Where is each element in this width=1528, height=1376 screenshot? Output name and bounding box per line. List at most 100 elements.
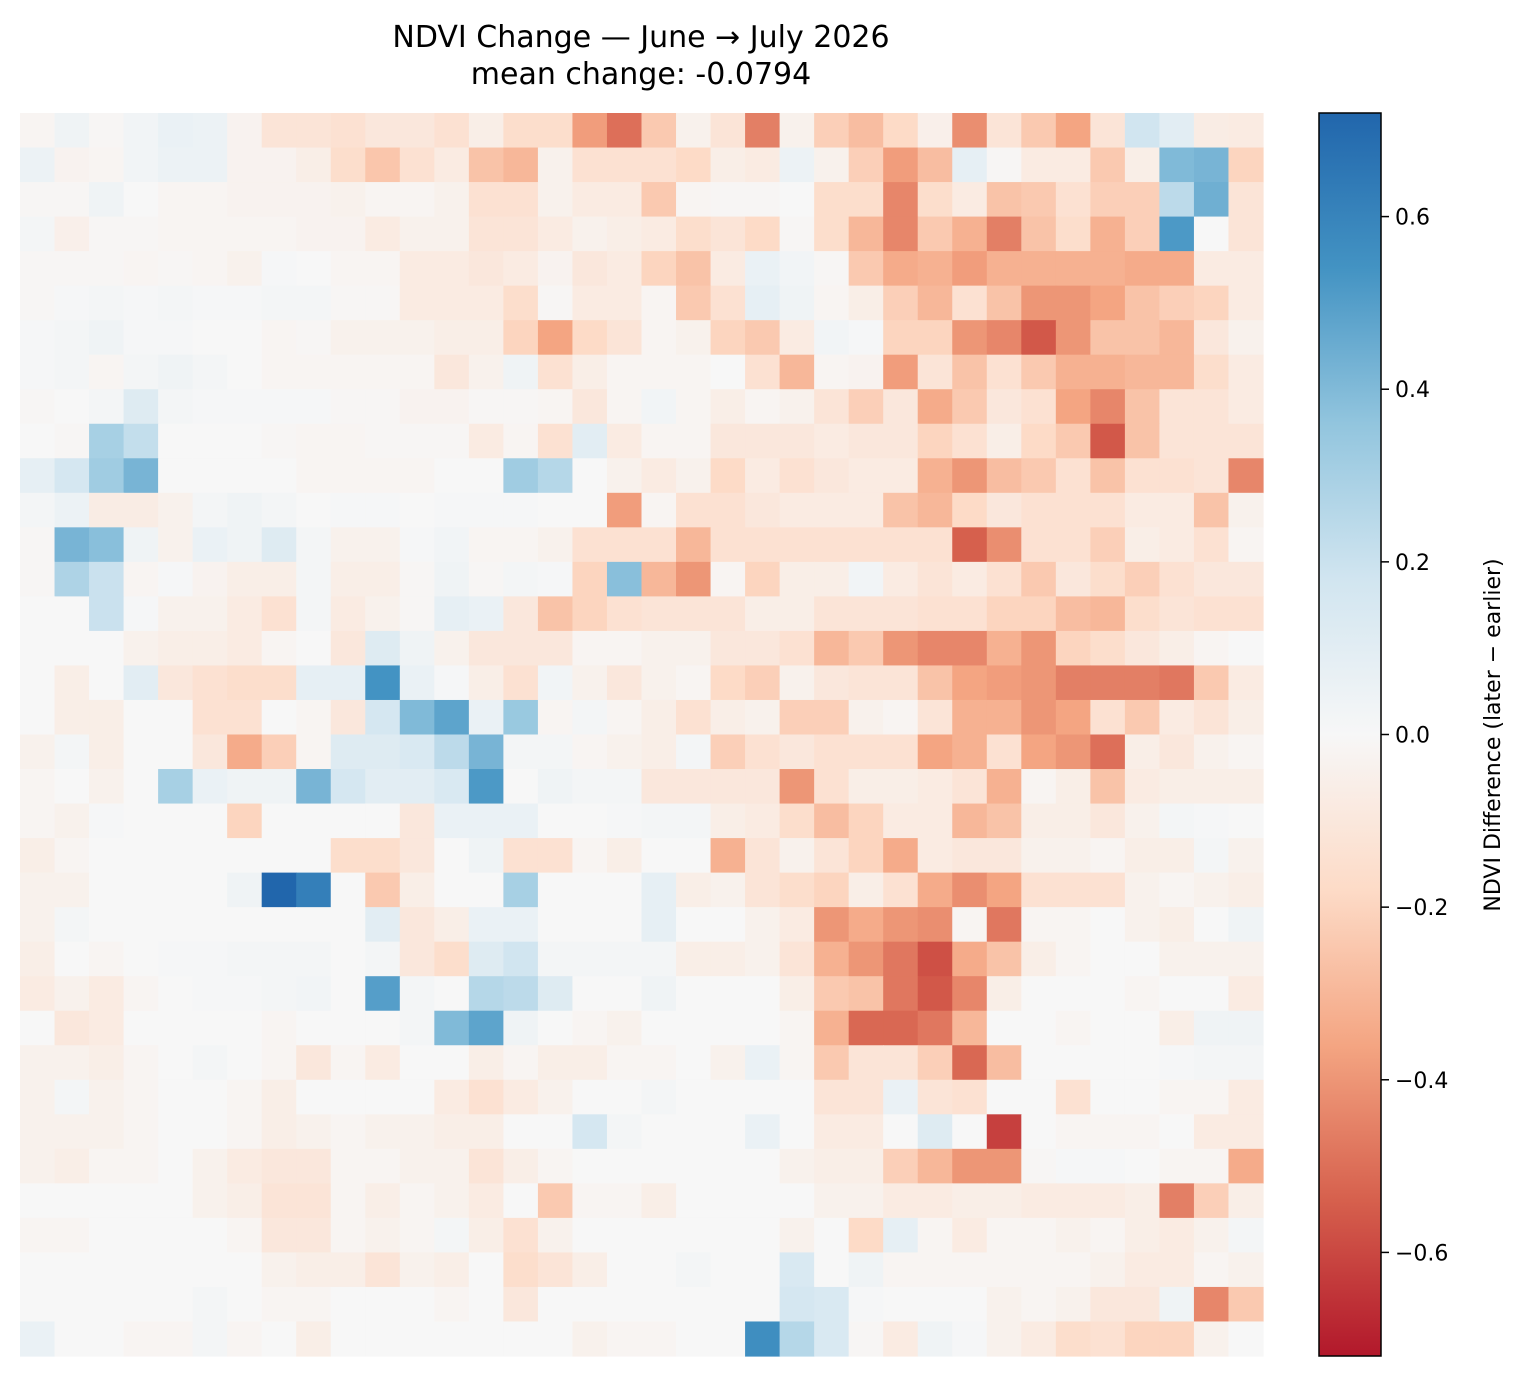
heatmap-cell (399, 113, 435, 149)
heatmap-cell (952, 1045, 988, 1081)
heatmap-cell (1124, 1286, 1161, 1323)
heatmap-cell (986, 320, 1022, 356)
heatmap-cell (158, 354, 194, 390)
heatmap-cell (952, 1183, 988, 1219)
heatmap-cell (745, 1010, 781, 1046)
heatmap-cell (399, 1252, 435, 1288)
heatmap-cell (641, 458, 677, 494)
heatmap-cell (158, 458, 194, 494)
heatmap-cell (1090, 1252, 1126, 1288)
heatmap-cell (1193, 527, 1230, 563)
heatmap-cell (537, 527, 574, 563)
heatmap-cell (1021, 803, 1057, 839)
heatmap-cell (261, 872, 297, 908)
heatmap-cell (814, 1148, 850, 1184)
heatmap-cell (676, 1183, 712, 1219)
heatmap-cell (158, 1114, 194, 1150)
heatmap-cell (365, 527, 401, 563)
heatmap-cell (745, 976, 781, 1012)
heatmap-cell (779, 320, 815, 356)
heatmap-cell (745, 561, 781, 597)
heatmap-cell (227, 320, 263, 356)
heatmap-cell (158, 561, 194, 597)
heatmap-cell (917, 423, 953, 459)
heatmap-cell (883, 803, 919, 839)
heatmap-cell (641, 354, 677, 390)
heatmap-cell (537, 630, 574, 667)
heatmap-cell (1021, 630, 1057, 667)
heatmap-cell (296, 320, 332, 356)
heatmap-cell (606, 699, 643, 736)
heatmap-cell (952, 251, 988, 287)
heatmap-cell (1193, 596, 1230, 632)
heatmap-cell (158, 1183, 194, 1219)
heatmap-cell (537, 182, 574, 218)
heatmap-cell (1159, 734, 1195, 770)
heatmap-cell (1228, 941, 1264, 977)
heatmap-cell (641, 699, 677, 736)
heatmap-cell (848, 596, 884, 632)
heatmap-cell (296, 769, 332, 805)
heatmap-cell (261, 458, 297, 494)
heatmap-cell (917, 1217, 953, 1254)
heatmap-cell (261, 1045, 297, 1081)
heatmap-cell (917, 216, 953, 252)
heatmap-cell (20, 665, 56, 701)
heatmap-cell (848, 389, 884, 425)
heatmap-cell (676, 734, 712, 770)
heatmap-cell (1193, 769, 1230, 805)
heatmap-cell (296, 803, 332, 839)
heatmap-cell (1021, 320, 1057, 356)
heatmap-cell (883, 113, 919, 149)
heatmap-cell (917, 907, 953, 943)
heatmap-cell (1090, 941, 1126, 977)
heatmap-cell (1124, 803, 1161, 839)
heatmap-cell (710, 1148, 746, 1184)
heatmap-cell (1193, 907, 1230, 943)
heatmap-cell (89, 285, 125, 321)
heatmap-cell (710, 1045, 746, 1081)
heatmap-cell (227, 147, 263, 183)
heatmap-cell (572, 423, 608, 459)
heatmap-cell (745, 1321, 781, 1357)
heatmap-cell (227, 251, 263, 287)
heatmap-cell (330, 1286, 366, 1323)
heatmap-cell (1159, 113, 1195, 149)
heatmap-cell (192, 630, 228, 667)
heatmap-cell (1055, 665, 1091, 701)
heatmap-cell (1193, 561, 1230, 597)
heatmap-cell (503, 665, 539, 701)
heatmap-cell (434, 734, 470, 770)
heatmap-cell (192, 561, 228, 597)
heatmap-cell (745, 113, 781, 149)
heatmap-cell (1193, 320, 1230, 356)
heatmap-cell (814, 561, 850, 597)
heatmap-cell (434, 113, 470, 149)
heatmap-cell (192, 769, 228, 805)
heatmap-cell (745, 182, 781, 218)
heatmap-cell (468, 907, 504, 943)
heatmap-cell (20, 1114, 56, 1150)
heatmap-cell (917, 113, 953, 149)
heatmap-cell (261, 734, 297, 770)
heatmap-cell (676, 1286, 712, 1323)
heatmap-cell (20, 1010, 56, 1046)
heatmap-cell (468, 1252, 504, 1288)
heatmap-cell (1090, 458, 1126, 494)
heatmap-cell (1124, 872, 1161, 908)
heatmap-cell (606, 354, 643, 390)
heatmap-cell (468, 561, 504, 597)
heatmap-cell (710, 1010, 746, 1046)
heatmap-cell (261, 182, 297, 218)
heatmap-cell (537, 1321, 574, 1357)
heatmap-cell (917, 182, 953, 218)
heatmap-cell (814, 1321, 850, 1357)
heatmap-cell (261, 1252, 297, 1288)
heatmap-cell (1124, 1183, 1161, 1219)
heatmap-cell (537, 1183, 574, 1219)
heatmap-cell (227, 423, 263, 459)
heatmap-cell (1193, 838, 1230, 874)
heatmap-cell (917, 630, 953, 667)
heatmap-cell (192, 354, 228, 390)
heatmap-cell (158, 1321, 194, 1357)
